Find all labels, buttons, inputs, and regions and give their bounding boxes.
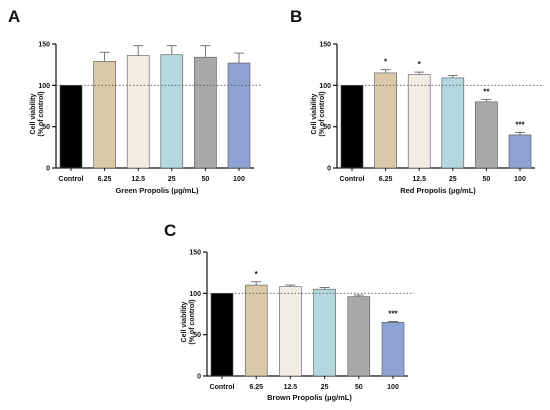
x-axis-title: Brown Propolis (µg/mL) [267,393,352,402]
chart-panel-a: A 0 50 100 150 Cell viability (% of control) Co… [8,7,262,195]
y-tick-label: 0 [327,166,331,173]
x-tick-label: 12.5 [284,384,298,391]
bar [374,72,397,169]
y-tick-label: 150 [319,42,331,49]
y-axis-subtitle: (% of control) [319,91,326,136]
bar [508,134,532,169]
y-tick-label: 50 [42,124,50,131]
bar [210,293,234,377]
x-tick-label: 6.25 [249,384,263,391]
x-tick-label: 12.5 [131,176,145,183]
y-tick-label: 0 [197,374,201,381]
y-tick-label: 50 [323,124,331,131]
bar [475,101,498,169]
significance-marker: *** [515,120,525,129]
x-axis-title: Red Propolis (µg/mL) [400,186,476,195]
bar [194,56,217,169]
y-tick-label: 100 [38,83,50,90]
bar [126,55,150,169]
x-tick-label: 100 [514,176,526,183]
bar [407,74,431,169]
y-tick-label: 0 [46,166,50,173]
x-tick-label: 25 [449,176,457,183]
y-axis-subtitle: (% of control) [189,299,196,344]
x-tick-label: 6.25 [379,176,393,183]
x-tick-label: Control [59,176,84,183]
y-tick-label: 100 [189,291,201,298]
bar [227,62,251,169]
significance-marker: *** [388,309,398,318]
x-tick-label: 25 [168,176,176,183]
panel-letter: A [8,7,20,26]
y-tick-label: 100 [319,83,331,90]
chart-panel-c: C 0 50 100 150 Cell viability (% of control) Co… [164,221,414,402]
bar [59,85,83,169]
panel-letter: B [290,7,302,26]
bar [279,286,302,377]
significance-marker: ** [483,87,490,96]
x-tick-label: 12.5 [412,176,426,183]
bar [160,54,184,169]
x-tick-label: 6.25 [98,176,112,183]
bar [313,288,336,377]
significance-marker: * [255,270,259,279]
x-tick-label: Control [210,384,235,391]
bar [381,321,405,377]
bar [244,284,268,377]
panel-letter: C [164,221,176,240]
x-tick-label: 25 [321,384,329,391]
x-tick-label: 50 [483,176,491,183]
bar [340,85,364,169]
y-tick-label: 150 [189,250,201,257]
y-axis-subtitle: (% of control) [38,91,45,136]
x-tick-label: 100 [387,384,399,391]
x-tick-label: Control [340,176,365,183]
significance-marker: * [418,60,422,69]
y-axis-title: Cell viability [311,93,318,134]
bar [93,61,116,169]
x-tick-label: 50 [355,384,363,391]
significance-marker: * [384,58,388,67]
chart-panel-b: B 0 50 100 150 Cell viability (% of control) Co… [290,7,544,195]
bar [441,77,465,169]
x-axis-title: Green Propolis (µg/mL) [115,186,199,195]
y-axis-title: Cell viability [181,301,188,342]
bar [347,296,371,377]
y-tick-label: 150 [38,42,50,49]
x-tick-label: 50 [202,176,210,183]
y-tick-label: 50 [193,332,201,339]
y-axis-title: Cell viability [30,93,37,134]
x-tick-label: 100 [233,176,245,183]
